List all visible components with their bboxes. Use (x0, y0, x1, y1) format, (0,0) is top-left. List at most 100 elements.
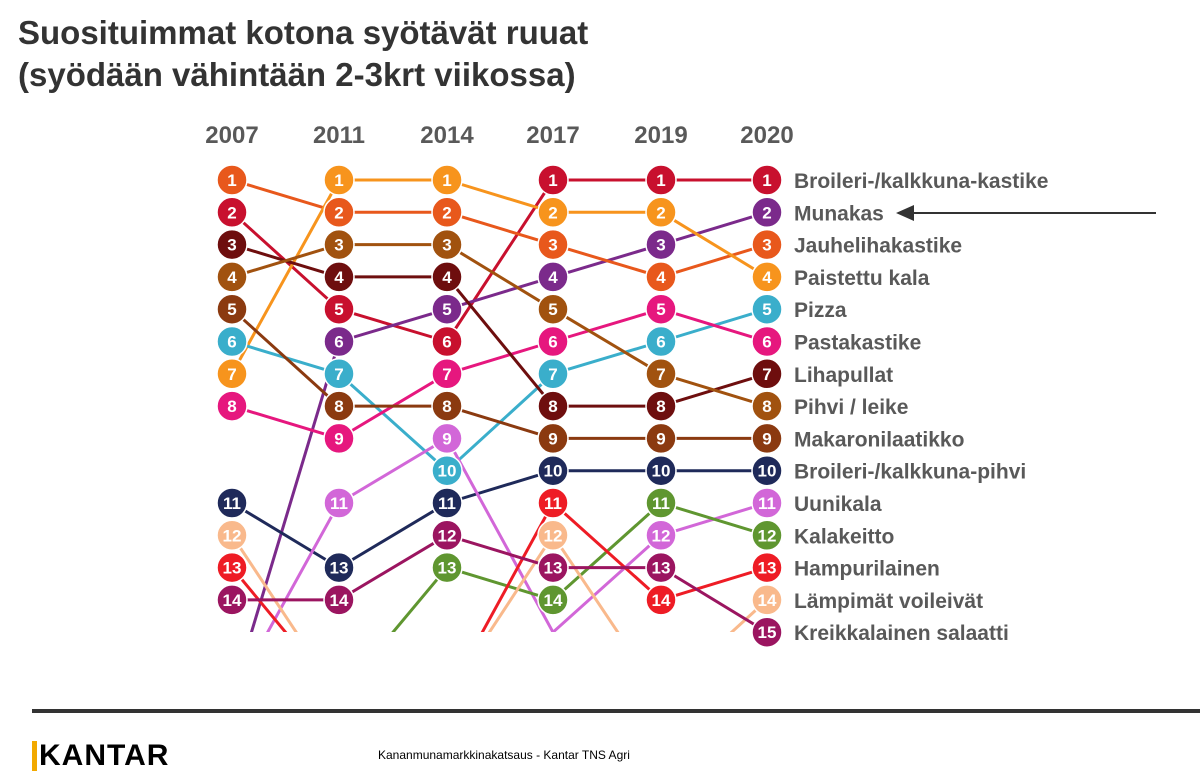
rank-number: 3 (334, 236, 343, 255)
dish-label-broileri-kalkkuna-kastike: Broileri-/kalkkuna-kastike (794, 170, 1048, 193)
rank-circle (431, 358, 463, 390)
rank-circle (323, 390, 355, 422)
rank-number: 13 (758, 559, 777, 578)
rank-marker-kalakeitto-2020: 12 (751, 519, 783, 552)
rank-number: 12 (758, 526, 777, 545)
rank-number: 1 (548, 171, 557, 190)
rank-marker-uunikala-2014: 9 (431, 422, 463, 455)
rank-marker-pihvi-leike-2019: 7 (645, 358, 677, 390)
rank-number: 6 (548, 333, 557, 352)
series-line-jauhelihakastike (231, 178, 768, 279)
chart-title: Suosituimmat kotona syötävät ruuat (syöd… (18, 12, 588, 96)
rank-circle (537, 261, 569, 293)
rank-marker-makaronilaatikko-2007: 5 (216, 293, 248, 325)
rank-marker-l-mpim-t-voileiv-t-2007: 12 (216, 519, 248, 552)
rank-number: 8 (762, 397, 771, 416)
rank-marker-pastakastike-2011: 9 (323, 422, 355, 455)
rank-circle (751, 293, 783, 325)
rank-circle (751, 358, 783, 390)
source-note: Kananmunamarkkinakatsaus - Kantar TNS Ag… (378, 748, 630, 762)
rank-circle (431, 325, 463, 358)
rank-marker-broileri-kalkkuna-pihvi-2011: 13 (323, 551, 355, 584)
rank-circle (645, 358, 677, 390)
rank-circle (537, 325, 569, 358)
rank-marker-paistettu-kala-2011: 1 (323, 164, 355, 196)
rank-circle (323, 358, 355, 390)
rank-number: 5 (227, 300, 236, 319)
rank-number: 10 (438, 462, 457, 481)
rank-circle (216, 228, 248, 261)
rank-number: 3 (227, 236, 236, 255)
series-line-kreikkalainen-salaatti (232, 533, 768, 632)
rank-circle (216, 487, 248, 519)
rank-number: 11 (223, 494, 241, 513)
rank-circle (323, 196, 355, 229)
rank-marker-uunikala-2011: 11 (323, 487, 355, 519)
rank-number: 4 (227, 268, 237, 287)
rank-circle (431, 261, 463, 293)
rank-circle (751, 261, 783, 293)
rank-marker-lihapullat-2017: 8 (537, 390, 569, 422)
rank-circle (537, 584, 569, 616)
rank-circle (751, 422, 783, 455)
rank-number: 8 (656, 397, 665, 416)
rank-marker-hampurilainen-2020: 13 (751, 551, 783, 584)
rank-number: 12 (223, 526, 242, 545)
rank-circle (751, 584, 783, 616)
rank-circle (323, 293, 355, 325)
rank-marker-pihvi-leike-2020: 8 (751, 390, 783, 422)
year-label-2019: 2019 (634, 122, 687, 149)
series-line-lihapullat (231, 243, 768, 408)
rank-marker-hampurilainen-2007: 13 (216, 551, 248, 584)
rank-circle (645, 454, 677, 487)
dish-label-hampurilainen: Hampurilainen (794, 558, 940, 581)
rank-marker-broileri-kalkkuna-kastike-2019: 1 (645, 164, 677, 196)
rank-number: 5 (334, 300, 343, 319)
rank-marker-pastakastike-2017: 6 (537, 325, 569, 358)
rank-marker-pizza-2019: 6 (645, 325, 677, 358)
rank-number: 13 (438, 559, 457, 578)
rank-number: 8 (227, 397, 236, 416)
dish-label-pihvi-leike: Pihvi / leike (794, 396, 908, 419)
rank-circle (537, 454, 569, 487)
series-line-broileri-kalkkuna-kastike (230, 178, 767, 343)
rank-number: 4 (656, 268, 666, 287)
rank-marker-kalakeitto-2017: 14 (537, 584, 569, 616)
rank-circle (431, 454, 463, 487)
rank-marker-pastakastike-2020: 6 (751, 325, 783, 358)
rank-marker-pizza-2020: 5 (751, 293, 783, 325)
rank-marker-jauhelihakastike-2007: 1 (216, 164, 248, 196)
rank-circle (323, 487, 355, 519)
rank-marker-paistettu-kala-2007: 7 (216, 358, 248, 390)
rank-marker-lihapullat-2014: 4 (431, 261, 463, 293)
rank-circle (645, 487, 677, 519)
rank-marker-kreikkalainen-salaatti-2011: 14 (323, 584, 355, 616)
rank-marker-l-mpim-t-voileiv-t-2020: 14 (751, 584, 783, 616)
rank-marker-makaronilaatikko-2017: 9 (537, 422, 569, 455)
rank-number: 12 (544, 526, 563, 545)
rank-number: 13 (544, 559, 563, 578)
rank-circle (645, 261, 677, 293)
rank-marker-munakas-2014: 5 (431, 293, 463, 325)
kantar-logo: KANTAR (32, 736, 169, 776)
rank-number: 7 (548, 365, 557, 384)
rank-circle (323, 164, 355, 196)
rank-circle (751, 519, 783, 552)
rank-number: 9 (442, 429, 451, 448)
rank-number: 12 (652, 526, 671, 545)
rank-circle (323, 325, 355, 358)
rank-marker-broileri-kalkkuna-pihvi-2017: 10 (537, 454, 569, 487)
rank-circle (537, 228, 569, 261)
rank-circle (751, 551, 783, 584)
rank-circle (216, 551, 248, 584)
rank-circle (751, 228, 783, 261)
rank-number: 9 (656, 429, 665, 448)
rank-number: 3 (656, 236, 665, 255)
rank-marker-kreikkalainen-salaatti-2019: 13 (645, 551, 677, 584)
rank-circle (216, 358, 248, 390)
rank-number: 10 (652, 462, 671, 481)
rank-marker-munakas-2011: 6 (323, 325, 355, 358)
series-line-munakas (249, 210, 768, 632)
rank-marker-pihvi-leike-2017: 5 (537, 293, 569, 325)
rank-number: 2 (442, 203, 451, 222)
